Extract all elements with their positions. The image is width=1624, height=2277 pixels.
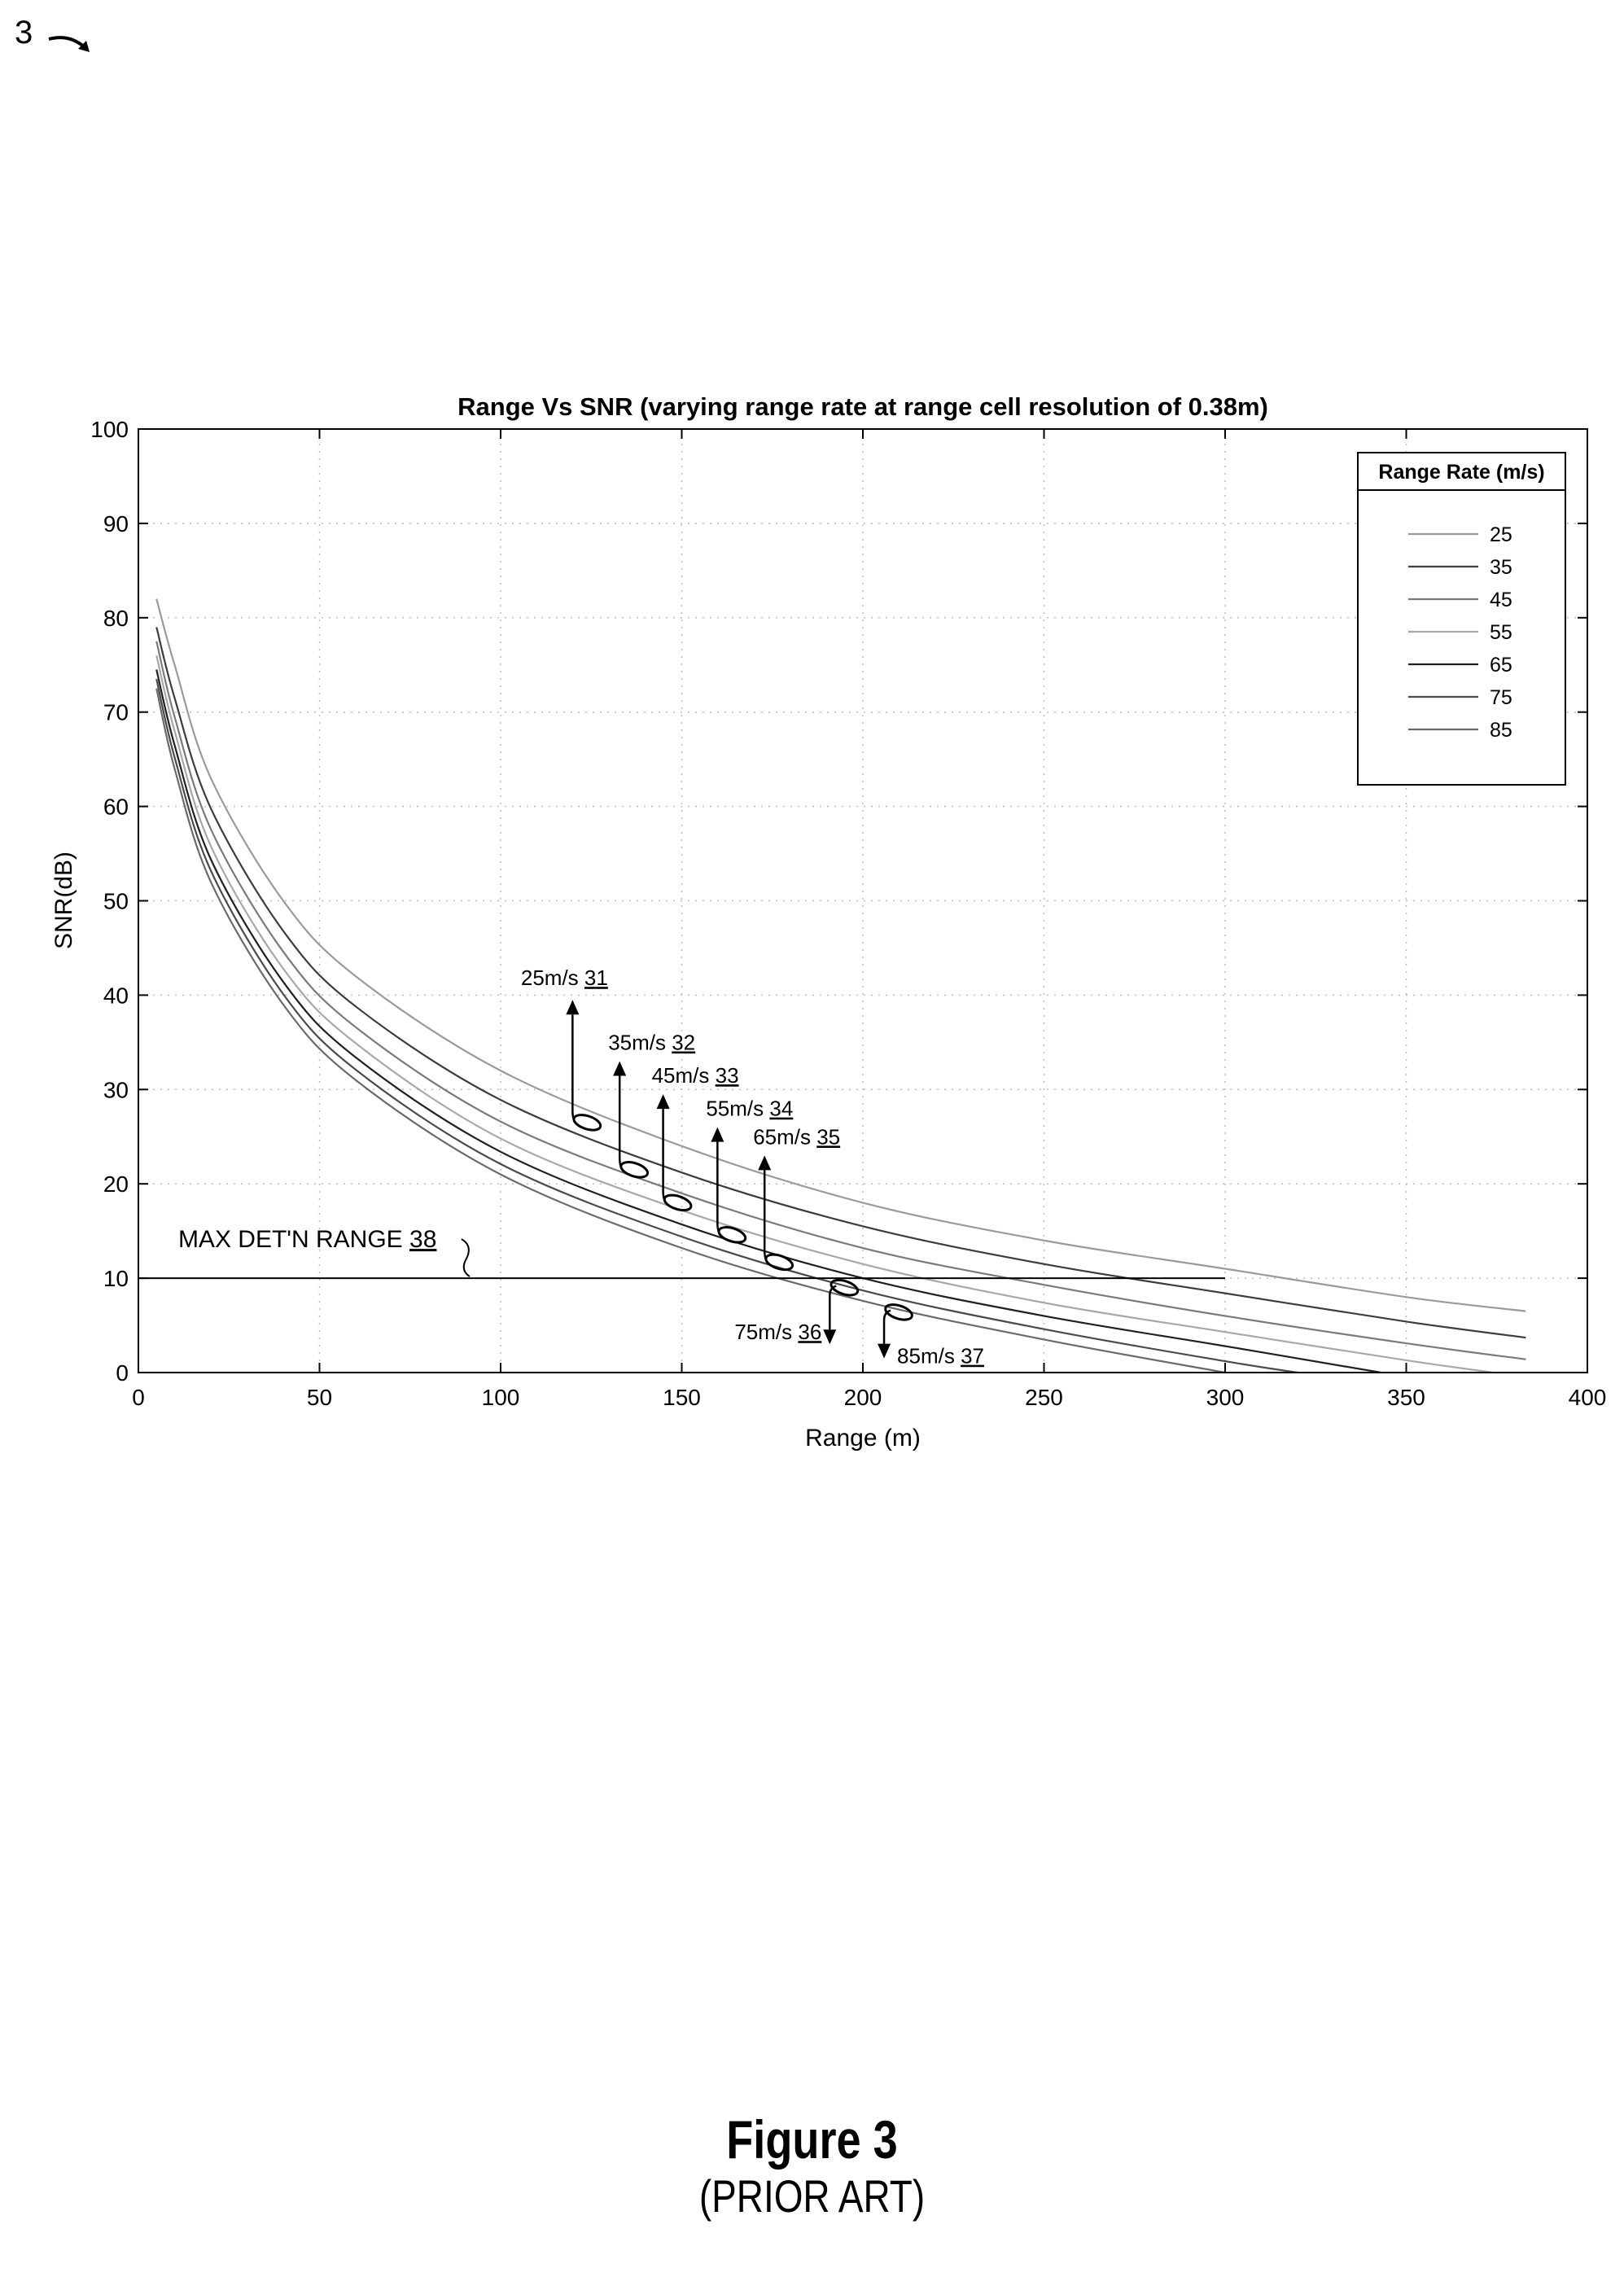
annotation-label-max-detn: MAX DET'N RANGE 38 [178, 1226, 436, 1253]
legend-box [1357, 452, 1566, 786]
annotation-leader [662, 1109, 671, 1207]
figure-reference-numeral: 3 [15, 15, 33, 50]
legend-label-65: 65 [1490, 654, 1512, 677]
curve-marker-ellipse [884, 1303, 913, 1321]
curve-marker-ellipse [830, 1278, 860, 1297]
annotation-label-31: 25m/s 31 [521, 966, 608, 990]
series-line-75 [155, 678, 1298, 1374]
y-tick-label: 10 [103, 1266, 129, 1291]
x-tick-label: 250 [1025, 1385, 1063, 1410]
arrow-head-icon [823, 1329, 837, 1345]
x-tick-label: 300 [1206, 1385, 1245, 1410]
y-tick-label: 20 [103, 1171, 129, 1197]
arrow-head-icon [758, 1155, 772, 1171]
x-tick-label: 50 [307, 1385, 332, 1410]
annotation-leader [716, 1141, 724, 1239]
arrow-head-icon [878, 1343, 891, 1359]
reference-arrow-icon [48, 36, 90, 52]
series-lines [155, 598, 1526, 1374]
y-tick-label: 0 [116, 1360, 129, 1386]
series-line-55 [155, 655, 1494, 1374]
chart-title: Range Vs SNR (varying range rate at rang… [457, 392, 1268, 421]
annotation-label-34: 55m/s 34 [706, 1097, 793, 1121]
annotation-label-32: 35m/s 32 [608, 1031, 695, 1055]
legend: Range Rate (m/s) 25 35 45 55 65 75 85 [1357, 452, 1566, 786]
x-axis-label: Range (m) [805, 1425, 921, 1452]
annotation-leader [618, 1075, 627, 1174]
annotation-label-35: 65m/s 35 [753, 1124, 840, 1149]
series-line-25 [155, 598, 1526, 1312]
bracket-icon [461, 1238, 471, 1277]
legend-label-85: 85 [1490, 719, 1512, 742]
x-tick-label: 200 [844, 1385, 882, 1410]
annotation-label-33: 45m/s 33 [652, 1063, 739, 1088]
series-line-45 [155, 641, 1526, 1360]
annotation-label-36: 75m/s 36 [734, 1320, 821, 1344]
annotation-leader [829, 1285, 837, 1330]
legend-title: Range Rate (m/s) [1378, 461, 1544, 484]
y-tick-label: 80 [103, 606, 129, 631]
legend-label-45: 45 [1490, 589, 1512, 611]
y-tick-label: 70 [103, 700, 129, 725]
y-tick-label: 90 [103, 511, 129, 536]
arrow-head-icon [711, 1127, 724, 1142]
figure-caption-block: Figure 3 (PRIOR ART) [0, 2108, 1624, 2222]
arrow-head-icon [656, 1094, 670, 1110]
x-tick-label: 350 [1387, 1385, 1425, 1410]
annotation-label-37: 85m/s 37 [897, 1344, 984, 1368]
y-tick-label: 60 [103, 795, 129, 820]
figure-subcaption: (PRIOR ART) [698, 2170, 926, 2222]
y-tick-label: 50 [103, 889, 129, 914]
legend-label-55: 55 [1490, 621, 1512, 644]
arrow-head-icon [566, 1000, 580, 1015]
x-tick-label: 0 [132, 1385, 145, 1410]
legend-label-25: 25 [1490, 523, 1512, 546]
arrow-head-icon [613, 1061, 627, 1076]
series-line-85 [155, 688, 1226, 1374]
range-vs-snr-chart: Range Vs SNR (varying range rate at rang… [50, 392, 1606, 1452]
legend-label-35: 35 [1490, 556, 1512, 579]
annotation-leader [882, 1309, 891, 1344]
x-tick-label: 150 [663, 1385, 701, 1410]
y-tick-label: 30 [103, 1077, 129, 1102]
y-tick-label: 100 [90, 417, 129, 442]
legend-label-75: 75 [1490, 686, 1512, 709]
y-axis-label: SNR(dB) [50, 852, 77, 949]
axis-ticks: 0 50 100 150 200 250 300 350 400 0 10 20 30 40 50 60 70 8… [90, 417, 1606, 1410]
x-tick-label: 100 [482, 1385, 520, 1410]
x-tick-label: 400 [1569, 1385, 1607, 1410]
y-tick-label: 40 [103, 983, 129, 1008]
annotation-leader [571, 1014, 580, 1127]
annotation-leader [763, 1170, 772, 1267]
series-line-35 [155, 627, 1526, 1339]
annotations: 25m/s 31 35m/s 32 45m/s 33 55m/s 34 65m/s 35… [178, 966, 984, 1368]
figure-caption: Figure 3 [726, 2109, 898, 2170]
series-line-65 [155, 669, 1381, 1374]
